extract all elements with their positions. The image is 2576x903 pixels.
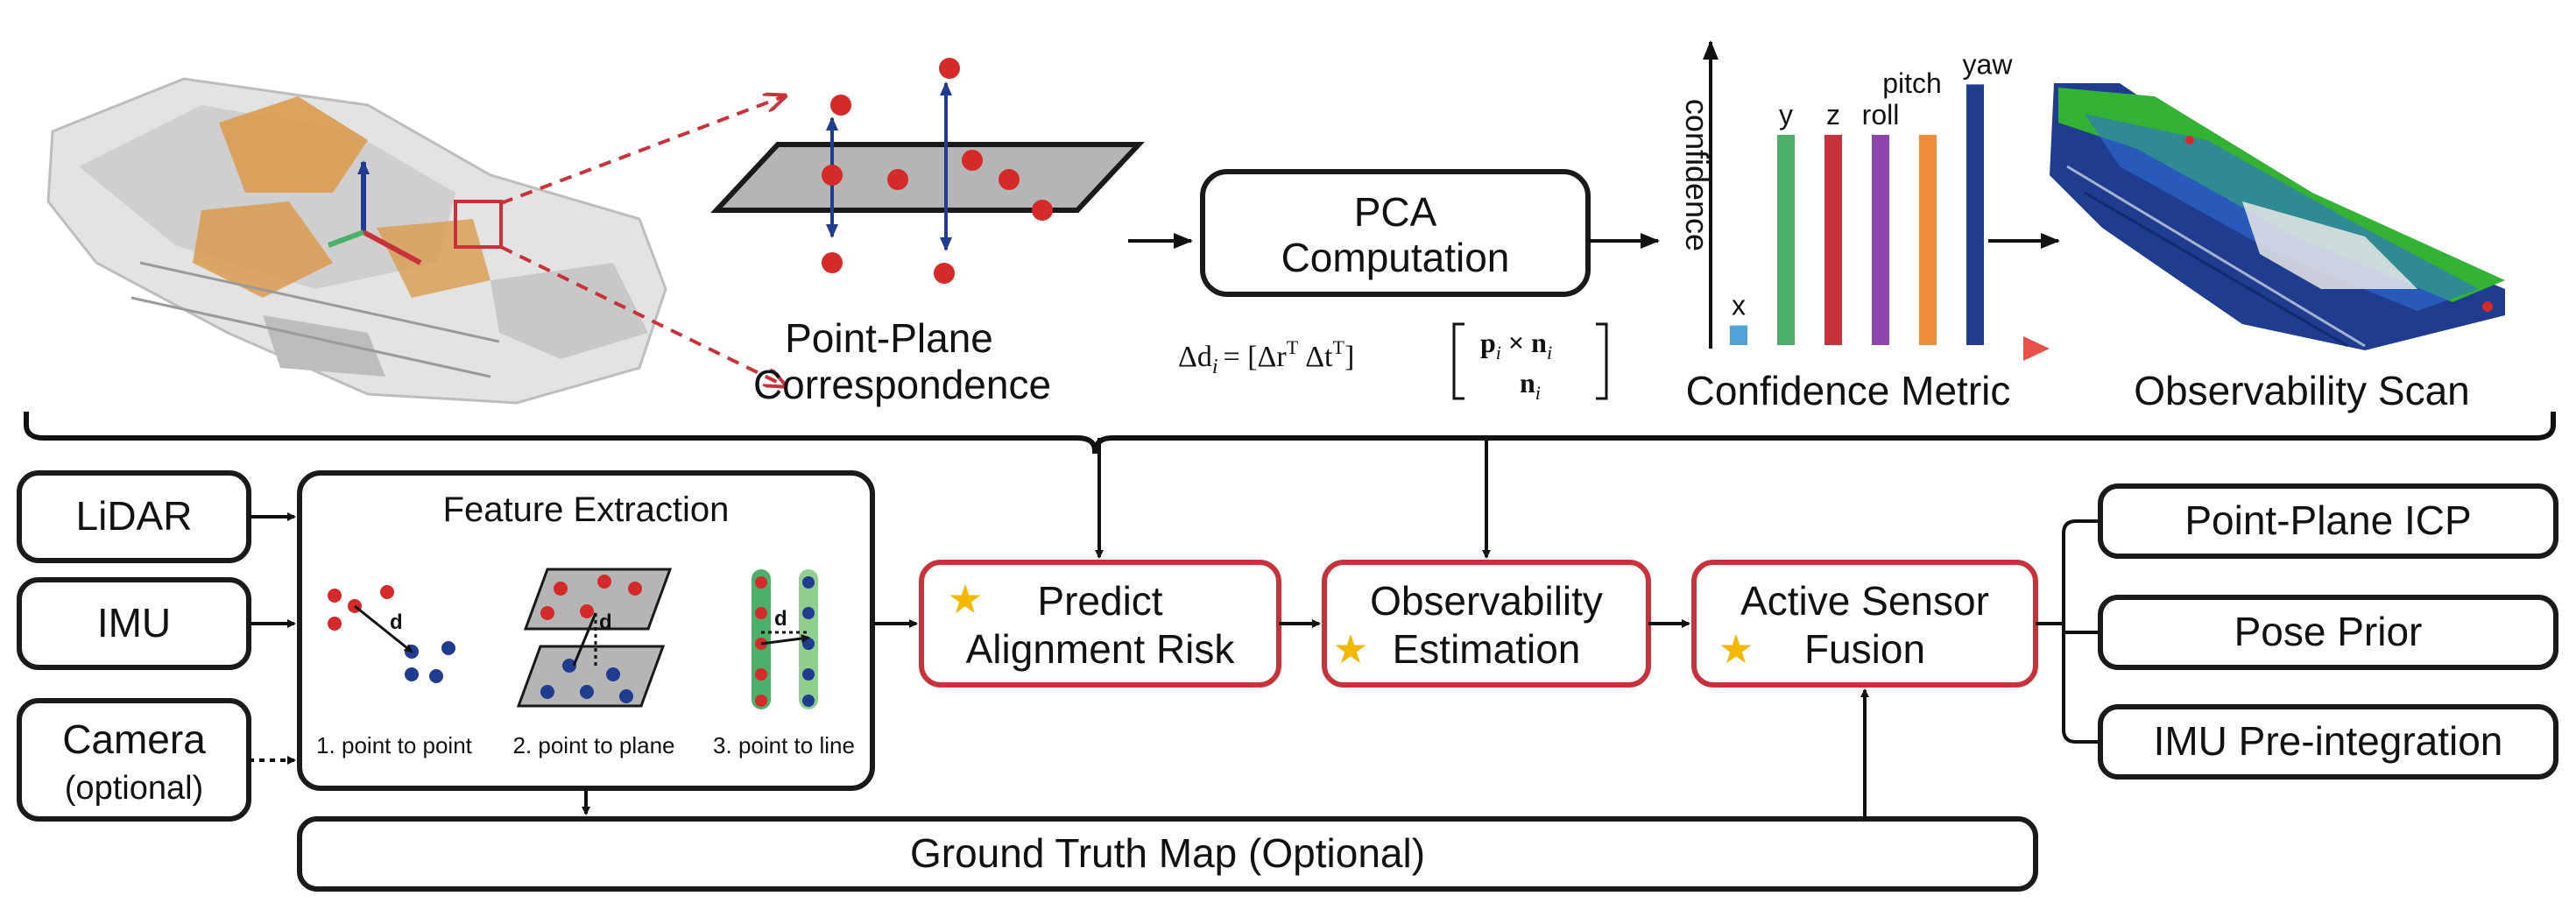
pca-label-1: PCA (1354, 189, 1437, 235)
bar-label-y: y (1779, 99, 1793, 131)
formula-top-rest: × n (1508, 327, 1547, 358)
ground-truth-map-box (297, 816, 2038, 892)
predict-label-2: Alignment Risk (966, 626, 1236, 672)
bar-label-z: z (1826, 99, 1840, 131)
pca-label-2: Computation (1281, 235, 1510, 280)
formula-bottom-n: n (1520, 367, 1535, 399)
bar-label-pitch: pitch (1882, 67, 1942, 99)
camera-note: (optional) (65, 770, 203, 807)
bar-yaw (1966, 84, 1984, 346)
star-icon-predict: ★ (947, 576, 983, 622)
bar-y (1777, 135, 1795, 345)
star-icon-observability: ★ (1332, 626, 1368, 672)
formula-top-sub2: i (1547, 342, 1552, 363)
formula-close: ] (1344, 341, 1354, 373)
zoom-line-top (500, 96, 784, 205)
confidence-title: Confidence Metric (1686, 368, 2011, 413)
formula-lhs: Δd (1178, 341, 1212, 373)
observability-scan-image (2050, 83, 2505, 350)
d-label-1: d (390, 610, 403, 634)
point-to-plane-graphic: d (516, 568, 673, 708)
lidar-label: LiDAR (76, 493, 193, 539)
top-row-brace (24, 412, 2556, 455)
point-plane-icp-box (2098, 483, 2558, 559)
bar-z (1824, 135, 1842, 345)
d-label-3: d (774, 607, 787, 631)
observability-scan-title: Observability Scan (2134, 368, 2470, 413)
formula-eq: = [Δr (1224, 341, 1288, 373)
pose-prior-box (2098, 595, 2558, 670)
observability-label-1: Observability (1370, 578, 1603, 624)
formula-sup2: T (1333, 336, 1345, 358)
scene-highlight-box (454, 200, 503, 249)
bar-x (1730, 325, 1747, 345)
imu-label: IMU (97, 600, 171, 646)
chart-y-label: confidence (1679, 99, 1715, 251)
formula-sup1: T (1287, 336, 1299, 358)
ground-truth-map-label: Ground Truth Map (Optional) (910, 830, 1425, 876)
pose-prior-label: Pose Prior (2234, 609, 2423, 654)
star-icon-fusion: ★ (1718, 626, 1754, 672)
point-plane-graphic (710, 58, 1145, 284)
bar-pitch (1919, 135, 1937, 345)
feature-extraction-title: Feature Extraction (443, 490, 730, 529)
point-plane-title-2: Correspondence (753, 362, 1051, 407)
bar-label-yaw: yaw (1963, 48, 2014, 80)
bar-roll (1872, 135, 1889, 345)
bar-label-roll: roll (1862, 99, 1900, 131)
svg-text:ni: ni (1520, 367, 1541, 404)
bar-label-x: x (1732, 290, 1746, 321)
camera-label: Camera (62, 716, 206, 762)
caption-point-to-line: 3. point to line (713, 732, 855, 758)
point-to-line-graphic: d (752, 569, 818, 709)
formula-bottom-sub: i (1535, 382, 1541, 404)
formula-top-sub: i (1496, 342, 1501, 363)
caption-point-to-point: 1. point to point (316, 732, 473, 758)
formula: Δdi = [ΔrT ΔtT] pi × ni ni (1178, 322, 1608, 404)
d-label-2: d (599, 610, 612, 634)
chart-x-arrowhead (2023, 336, 2050, 361)
imu-preintegration-label: IMU Pre-integration (2154, 718, 2503, 764)
fusion-label-1: Active Sensor (1740, 578, 1989, 624)
fusion-label-2: Fusion (1804, 626, 1925, 672)
point-plane-icp-label: Point-Plane ICP (2184, 497, 2471, 543)
predict-label-1: Predict (1037, 578, 1162, 624)
point-plane-title-1: Point-Plane (785, 315, 993, 361)
observability-label-2: Estimation (1393, 626, 1581, 672)
svg-text:pi× ni: pi × ni (1480, 327, 1552, 363)
imu-preintegration-box (2098, 704, 2558, 780)
formula-sub: i (1212, 356, 1218, 378)
formula-top-p: p (1480, 327, 1496, 358)
caption-point-to-plane: 2. point to plane (512, 732, 674, 758)
formula-mid: Δt (1305, 341, 1333, 373)
point-to-point-graphic: d (328, 585, 455, 683)
lidar-scene-image (46, 77, 667, 405)
pca-box (1200, 169, 1591, 297)
zoom-line-bottom (500, 245, 784, 385)
